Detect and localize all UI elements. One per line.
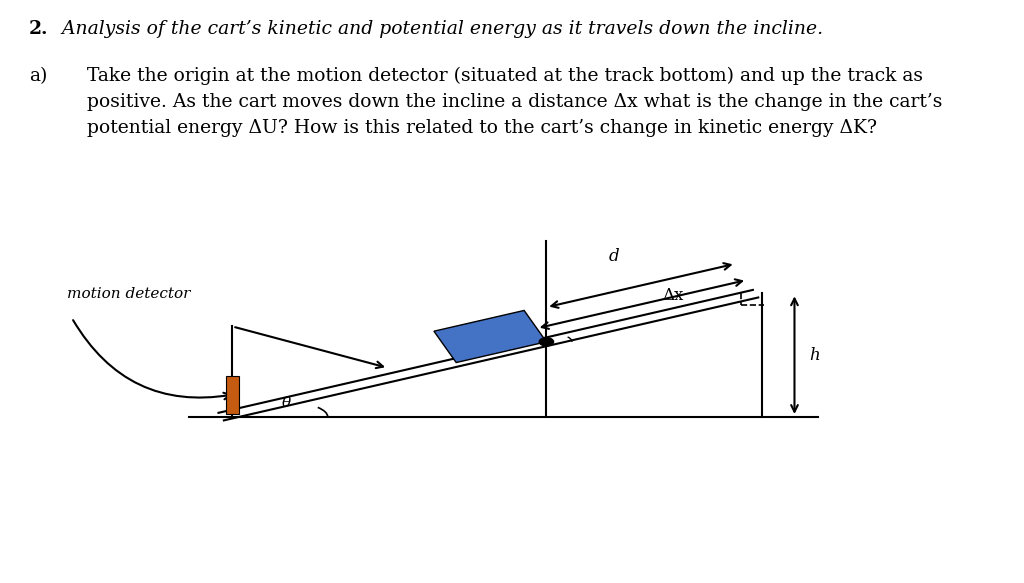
Text: Take the origin at the motion detector (situated at the track bottom) and up the: Take the origin at the motion detector (…	[87, 67, 942, 136]
Text: d: d	[609, 248, 620, 265]
Text: 2.: 2.	[29, 20, 48, 38]
Circle shape	[540, 338, 554, 346]
Bar	[225, 376, 240, 414]
Text: Δx: Δx	[663, 287, 684, 304]
Text: a): a)	[29, 67, 47, 85]
Text: Analysis of the cart’s kinetic and potential energy as it travels down the incli: Analysis of the cart’s kinetic and poten…	[56, 20, 823, 38]
Polygon shape	[434, 311, 547, 363]
Text: θ: θ	[282, 396, 291, 410]
Text: motion detector: motion detector	[67, 287, 189, 301]
Text: h: h	[809, 347, 819, 364]
